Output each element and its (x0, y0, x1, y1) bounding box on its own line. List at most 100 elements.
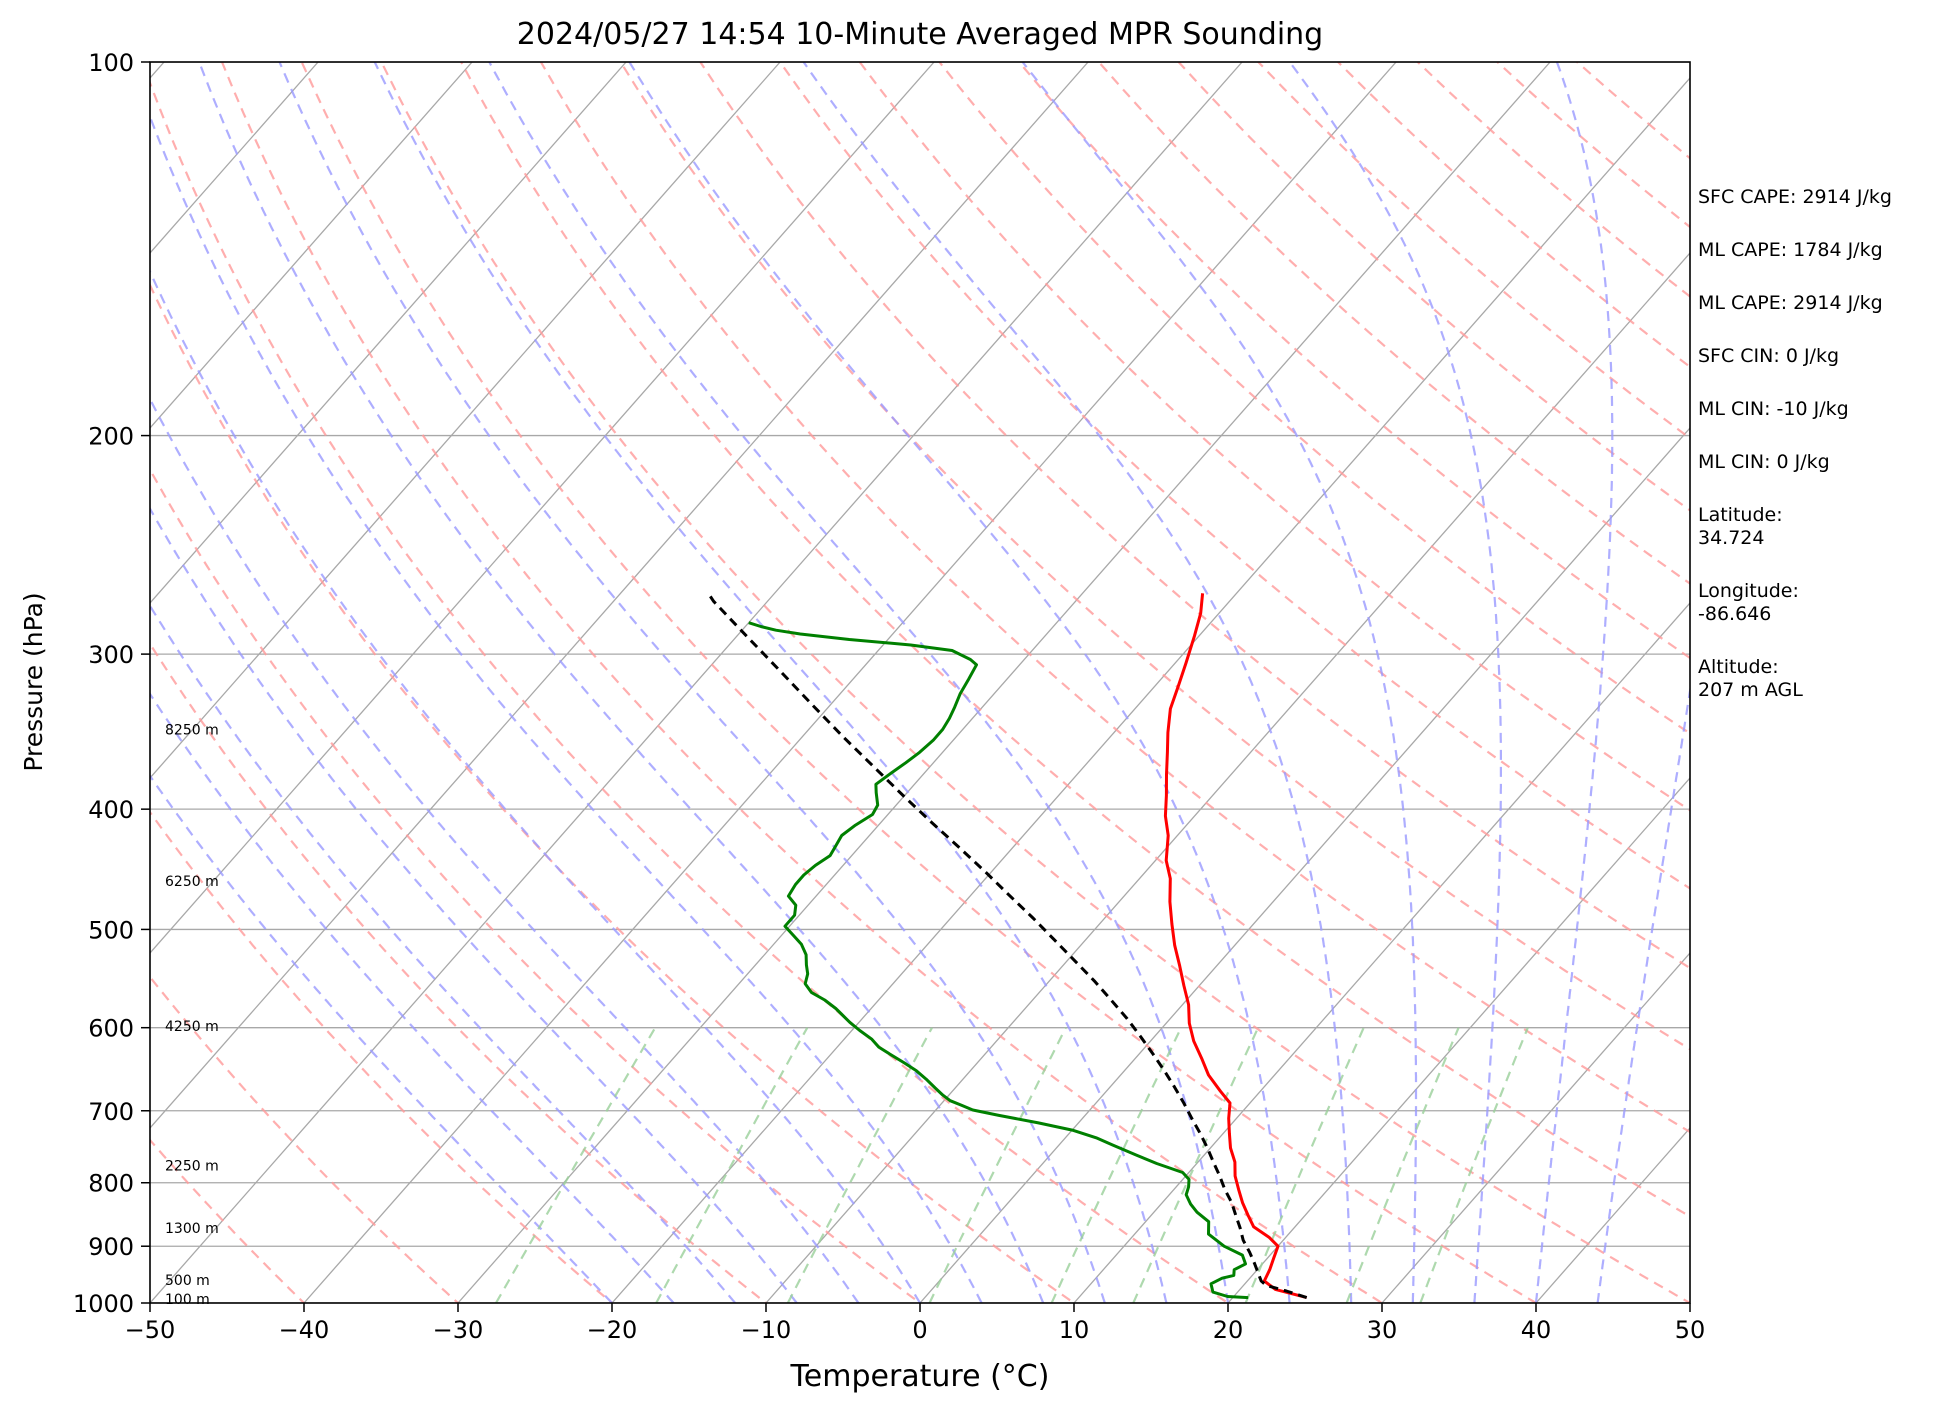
longitude-value: -86.646 (1698, 603, 1772, 625)
moist-adiabat-line (488, 62, 1230, 1303)
mixing-ratio-line (1244, 1027, 1365, 1303)
x-tick-label: −30 (433, 1316, 484, 1344)
y-tick-label: 100 (88, 49, 134, 77)
moist-adiabat-line (150, 773, 613, 1303)
isotherm-line (150, 62, 935, 954)
moist-adiabat-line (373, 62, 1168, 1303)
dry-adiabat-line (1097, 62, 1690, 585)
height-label: 8250 m (165, 722, 219, 738)
mixing-ratio-line (495, 1027, 657, 1303)
longitude-label: Longitude: (1698, 580, 1799, 602)
latitude-label: Latitude: (1698, 504, 1783, 526)
sfc-cin: SFC CIN: 0 J/kg (1698, 345, 1840, 367)
y-tick-label: 400 (88, 796, 134, 824)
dry-adiabat-line (619, 62, 1690, 1051)
altitude-label: Altitude: (1698, 656, 1779, 678)
dry-adiabat-line (858, 62, 1690, 812)
y-tick-label: 900 (88, 1233, 134, 1261)
moist-adiabat-line (1534, 62, 1614, 1303)
y-tick-label: 1000 (73, 1290, 134, 1318)
moist-adiabat-line (628, 62, 1291, 1303)
height-label: 2250 m (165, 1159, 219, 1175)
mixing-ratio-line (1345, 1027, 1460, 1303)
mixing-ratio-line (786, 1027, 933, 1303)
dry-adiabat-line (1017, 62, 1690, 660)
latitude-value: 34.724 (1698, 527, 1765, 549)
height-label: 4250 m (165, 1019, 219, 1035)
isotherm-line (150, 62, 781, 779)
isotherm-line (1381, 952, 1690, 1303)
moist-adiabat-line (150, 692, 675, 1303)
height-label: 6250 m (165, 874, 219, 890)
mixing-ratio-line (1050, 1027, 1183, 1303)
moist-adiabat-line (1288, 62, 1502, 1303)
isotherm-line (150, 62, 473, 429)
isotherm-line (611, 77, 1690, 1303)
dry-adiabat-line (150, 1138, 306, 1303)
dewpoint-line (748, 621, 1249, 1300)
longitude-block: Longitude: -86.646 (1698, 580, 1928, 626)
ml-cin-2: ML CIN: 0 J/kg (1698, 451, 1830, 473)
axis-ticks: −50 −40 −30 −20 −10 0 10 20 30 40 50 100 200 300 400 50… (73, 49, 1705, 1344)
x-tick-label: 10 (1059, 1316, 1090, 1344)
altitude-block: Altitude: 207 m AGL (1698, 656, 1928, 702)
stats-panel: SFC CAPE: 2914 J/kg ML CAPE: 1784 J/kg M… (1698, 186, 1928, 732)
isotherm-line (150, 62, 1243, 1303)
mixing-ratio-line (1419, 1027, 1529, 1303)
height-label: 1300 m (165, 1221, 219, 1237)
dry-adiabat-line (380, 62, 1690, 1303)
height-label: 100 m (165, 1292, 210, 1308)
x-tick-label: −40 (279, 1316, 330, 1344)
isotherm-line (765, 252, 1690, 1303)
y-tick-label: 700 (88, 1098, 134, 1126)
x-tick-label: 50 (1675, 1316, 1706, 1344)
height-labels: 8250 m 6250 m 4250 m 2250 m 1300 m 500 m 100 m (165, 722, 219, 1308)
y-tick-label: 600 (88, 1015, 134, 1043)
ml-cape-1: ML CAPE: 1784 J/kg (1698, 239, 1883, 261)
moist-adiabat-line (802, 62, 1353, 1303)
latitude-block: Latitude: 34.724 (1698, 504, 1928, 550)
ml-cin-1: ML CIN: -10 J/kg (1698, 398, 1849, 420)
y-tick-label: 300 (88, 641, 134, 669)
temperature-line (1163, 593, 1308, 1300)
y-tick-label: 800 (88, 1170, 134, 1198)
isotherm-line (1227, 777, 1690, 1303)
moist-adiabat-line (150, 269, 921, 1303)
x-tick-label: −50 (125, 1316, 176, 1344)
y-axis-label: Pressure (hPa) (19, 592, 48, 771)
x-tick-label: −10 (741, 1316, 792, 1344)
height-label: 500 m (165, 1273, 210, 1289)
moist-adiabat-line (198, 62, 1045, 1303)
dry-adiabat-line (150, 810, 614, 1303)
moist-adiabat-line (1596, 684, 1690, 1303)
moist-adiabat-line (1021, 62, 1418, 1303)
dry-adiabat-line (220, 62, 1385, 1303)
mixing-ratio-line (655, 1027, 809, 1303)
isotherm-line (1073, 602, 1690, 1303)
x-tick-label: 40 (1521, 1316, 1552, 1344)
sfc-cape: SFC CAPE: 2914 J/kg (1698, 186, 1892, 208)
ml-cape-2: ML CAPE: 2914 J/kg (1698, 292, 1883, 314)
moist-adiabat-line (278, 62, 1106, 1303)
mixing-ratio-line (1132, 1027, 1260, 1303)
x-axis-label: Temperature (°C) (790, 1359, 1050, 1394)
isotherm-line (919, 427, 1690, 1303)
dry-adiabat-line (459, 62, 1690, 1218)
parcel-line (707, 592, 1308, 1300)
isotherm-line (303, 62, 1397, 1303)
altitude-value: 207 m AGL (1698, 679, 1803, 701)
moist-adiabat-line (150, 113, 983, 1303)
dry-adiabat-line (778, 62, 1690, 890)
data-series (707, 592, 1308, 1300)
x-tick-label: 20 (1213, 1316, 1244, 1344)
x-tick-label: −20 (587, 1316, 638, 1344)
mixing-ratio-line (928, 1027, 1067, 1303)
x-tick-label: 0 (912, 1316, 927, 1344)
dry-adiabat-line (539, 62, 1690, 1134)
isotherm-line (150, 62, 1089, 1129)
isotherm-line (150, 62, 627, 604)
y-tick-label: 500 (88, 916, 134, 944)
x-tick-label: 30 (1367, 1316, 1398, 1344)
dry-adiabat-line (150, 282, 1076, 1303)
